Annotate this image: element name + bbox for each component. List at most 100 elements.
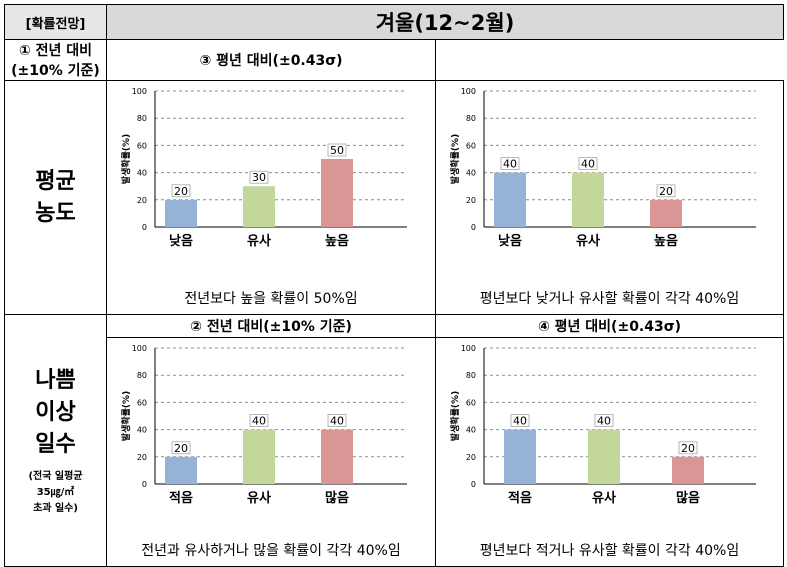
data-label: 30 xyxy=(252,171,266,184)
caption-2: 전년과 유사하거나 많을 확률이 각각 40%임 xyxy=(141,543,401,559)
row-note-line: 35㎍/㎥ xyxy=(36,486,75,498)
data-label-box xyxy=(249,414,269,427)
chart-panel-3: 0 20 40 60 80 100 발생확률(%) 40 낮음 40 유사 20 높음 평년보다 낮거나… xyxy=(435,80,784,315)
y-tick-label: 60 xyxy=(466,141,476,150)
chart-panel-1: 0 20 40 60 80 100 발생확률(%) 20 낮음 30 유사 50 높음 전년보다 높을 … xyxy=(106,80,436,315)
data-label-box xyxy=(594,414,614,427)
bar-chart-2: 0 20 40 60 80 100 발생확률(%) 20 적음 40 유사 40 많음 xyxy=(120,344,407,506)
y-tick-label: 0 xyxy=(142,223,147,232)
y-tick-label: 0 xyxy=(471,223,476,232)
data-label-box xyxy=(171,184,191,198)
x-tick-label: 낮음 xyxy=(169,233,193,249)
bar xyxy=(165,199,197,227)
row-note-line: 초과 일수) xyxy=(33,502,78,514)
y-tick-label: 20 xyxy=(137,196,147,205)
data-label: 50 xyxy=(330,144,344,157)
x-tick-label: 적음 xyxy=(508,490,532,506)
x-tick-label: 유사 xyxy=(576,233,600,249)
y-axis-label: 발생확률(%) xyxy=(120,391,132,441)
panel-title-2: ② 전년 대비(±10% 기준) xyxy=(106,314,436,338)
y-tick-label: 20 xyxy=(466,453,476,462)
row-label-line: 일수 xyxy=(35,431,76,457)
data-label-box xyxy=(249,170,269,184)
y-tick-label: 0 xyxy=(471,480,476,489)
bar xyxy=(588,429,620,484)
forecast-table: [확률전망] 겨울(12~2월) ① 전년 대비(±10% 기준) ③ 평년 대… xyxy=(4,4,784,567)
x-tick-label: 낮음 xyxy=(498,233,522,249)
panel-title-4: ④ 평년 대비(±0.43σ) xyxy=(435,314,784,338)
data-label: 40 xyxy=(503,158,517,171)
row-note-line: (전국 일평균 xyxy=(28,470,83,482)
data-label: 20 xyxy=(681,442,695,455)
data-label: 40 xyxy=(513,415,527,428)
row-label-line: 평균 xyxy=(35,168,76,194)
x-tick-label: 적음 xyxy=(169,490,193,506)
bar xyxy=(650,199,682,227)
y-tick-label: 100 xyxy=(132,344,147,353)
forecast-tag: [확률전망] xyxy=(4,4,107,40)
row-label-bad-days: 나쁨 이상 일수 (전국 일평균 35㎍/㎥ 초과 일수) xyxy=(4,314,107,567)
bar xyxy=(321,159,353,227)
data-label-box xyxy=(678,441,698,455)
panel-title-3: ③ 평년 대비(±0.43σ) xyxy=(106,39,436,81)
y-axis-label: 발생확률(%) xyxy=(120,134,132,184)
y-axis-label: 발생확률(%) xyxy=(449,134,461,184)
x-tick-label: 높음 xyxy=(325,233,349,249)
row-label-average: 평균 농도 xyxy=(4,80,107,315)
data-label: 40 xyxy=(330,415,344,428)
y-tick-label: 80 xyxy=(466,371,476,380)
chart-panel-2: 0 20 40 60 80 100 발생확률(%) 20 적음 40 유사 40 많음 전년과 유사하거… xyxy=(106,337,436,567)
panel-title-1: ① 전년 대비(±10% 기준) xyxy=(4,39,107,81)
bar-chart-1: 0 20 40 60 80 100 발생확률(%) 20 낮음 30 유사 50 높음 xyxy=(120,87,407,249)
data-label-box xyxy=(327,414,347,427)
data-label: 40 xyxy=(581,158,595,171)
row-label-line: 농도 xyxy=(35,200,76,226)
bar xyxy=(572,172,604,227)
data-label-box xyxy=(656,184,676,198)
y-tick-label: 40 xyxy=(466,426,476,435)
row-label-line: 이상 xyxy=(35,399,76,425)
row-label-line: 나쁨 xyxy=(35,367,76,393)
bar xyxy=(243,429,275,484)
y-tick-label: 20 xyxy=(466,196,476,205)
caption-3: 평년보다 낮거나 유사할 확률이 각각 40%임 xyxy=(479,291,740,307)
y-tick-label: 100 xyxy=(461,344,476,353)
data-label: 40 xyxy=(597,415,611,428)
bar xyxy=(504,429,536,484)
data-label-box xyxy=(578,157,598,170)
y-tick-label: 60 xyxy=(466,398,476,407)
chart-panel-4: 0 20 40 60 80 100 발생확률(%) 40 적음 40 유사 20 많음 평년보다 적거나… xyxy=(435,337,784,567)
x-tick-label: 높음 xyxy=(654,233,678,249)
y-tick-label: 40 xyxy=(137,169,147,178)
y-tick-label: 100 xyxy=(132,87,147,96)
bar xyxy=(672,456,704,484)
data-label: 20 xyxy=(174,185,188,198)
data-label: 20 xyxy=(174,442,188,455)
y-tick-label: 0 xyxy=(142,480,147,489)
caption-1: 전년보다 높을 확률이 50%임 xyxy=(184,291,358,307)
bar xyxy=(321,429,353,484)
y-tick-label: 40 xyxy=(137,426,147,435)
bar xyxy=(165,456,197,484)
x-tick-label: 유사 xyxy=(247,490,271,506)
x-tick-label: 많음 xyxy=(325,490,349,506)
y-tick-label: 60 xyxy=(137,141,147,150)
data-label: 40 xyxy=(252,415,266,428)
season-title: 겨울(12~2월) xyxy=(106,4,784,40)
data-label: 20 xyxy=(659,185,673,198)
data-label-box xyxy=(327,143,347,157)
bar xyxy=(494,172,526,227)
bar-chart-4: 0 20 40 60 80 100 발생확률(%) 40 적음 40 유사 20 많음 xyxy=(449,344,756,506)
x-tick-label: 많음 xyxy=(676,490,700,506)
y-tick-label: 100 xyxy=(461,87,476,96)
caption-4: 평년보다 적거나 유사할 확률이 각각 40%임 xyxy=(479,543,740,559)
data-label-box xyxy=(500,157,520,170)
row-note: (전국 일평균 35㎍/㎥ 초과 일수) xyxy=(5,469,106,517)
x-tick-label: 유사 xyxy=(247,233,271,249)
y-tick-label: 20 xyxy=(137,453,147,462)
x-tick-label: 유사 xyxy=(592,490,616,506)
bar-chart-3: 0 20 40 60 80 100 발생확률(%) 40 낮음 40 유사 20 높음 xyxy=(449,87,756,249)
y-tick-label: 40 xyxy=(466,169,476,178)
y-tick-label: 80 xyxy=(137,114,147,123)
y-axis-label: 발생확률(%) xyxy=(449,391,461,441)
